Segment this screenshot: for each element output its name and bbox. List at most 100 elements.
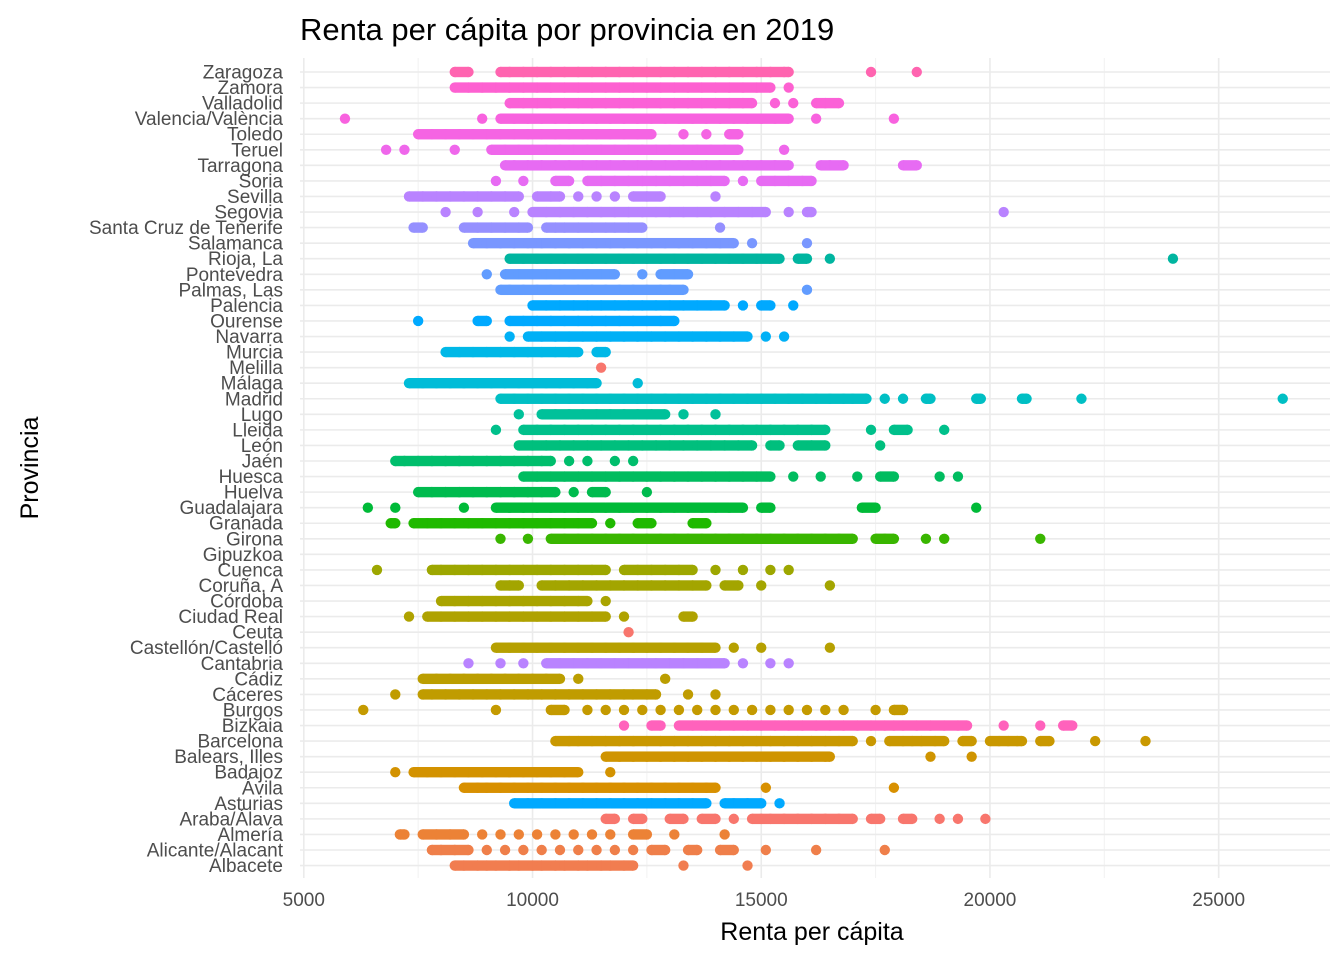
data-point [463,658,474,669]
data-point [586,518,598,529]
data-point [966,751,977,762]
y-tick-label: Toledo [227,125,283,146]
y-tick-label: Cantabria [201,654,284,675]
data-point [801,253,813,264]
data-point [746,237,758,249]
data-point [1016,735,1028,747]
data-point [765,300,776,311]
data-point [865,424,877,436]
data-point [600,611,611,622]
data-point [824,751,836,762]
data-point [641,829,653,840]
data-point [623,626,634,638]
y-tick-label: Soria [239,171,284,192]
y-tick-label: Barcelona [197,732,283,753]
data-point [582,595,593,607]
data-point [481,269,492,280]
y-tick-labels: AlbaceteAlicante/AlacantAlmeríaAraba/Ála… [89,63,284,878]
data-point [865,66,877,78]
y-tick-label: Valencia/València [135,109,284,130]
data-point [650,689,662,700]
data-point [870,704,881,716]
data-point [1067,720,1078,731]
data-point [971,502,982,513]
data-point [801,237,813,249]
data-point [847,735,858,747]
data-point [495,829,506,840]
data-point [669,829,680,840]
data-point [1140,735,1151,747]
y-tick-label: Albacete [209,856,283,877]
data-point [888,782,900,793]
data-point [586,829,598,840]
data-point [513,829,524,840]
data-point [390,767,401,778]
data-point [778,331,790,342]
data-point [673,704,685,716]
data-point [362,502,374,513]
data-point [810,844,822,856]
data-point [719,658,730,669]
data-point [952,471,964,482]
data-point [765,471,776,482]
data-point [788,97,799,109]
data-point [746,704,758,716]
data-point [399,144,410,155]
data-point [847,533,858,544]
data-point [710,409,721,420]
data-point [1021,393,1032,404]
data-point [861,393,872,404]
data-point [627,860,639,871]
y-tick-label: Teruel [231,140,283,161]
data-point [701,580,712,591]
data-point [897,704,909,716]
data-point [824,253,836,264]
data-point [600,704,611,716]
data-point [760,206,772,218]
y-tick-label: Lugo [241,405,283,426]
data-point [573,767,584,778]
data-point [609,813,621,825]
data-point [765,704,776,716]
data-point [701,129,712,140]
data-point [490,704,502,716]
data-point [710,564,721,576]
x-tick-labels: 5000 10000 15000 20000 25000 [283,890,1245,911]
data-point [806,175,817,187]
y-tick-label: Málaga [221,374,284,395]
y-tick-label: Almería [218,825,284,846]
x-tick-label: 5000 [283,890,325,911]
data-point [522,533,534,544]
y-tick-label: Cáceres [212,685,283,706]
data-point [888,471,900,482]
data-point [939,533,950,544]
data-point [531,829,543,840]
data-point [939,424,950,436]
data-point [710,642,721,653]
data-point [678,860,689,871]
data-point [550,829,561,840]
data-point [495,533,506,544]
y-tick-label: Ceuta [232,623,283,644]
data-point [756,642,767,653]
data-point [961,720,973,731]
data-point [472,206,483,218]
data-point [390,518,401,529]
data-point [609,269,621,280]
data-point [765,564,776,576]
data-point [783,704,794,716]
data-point [591,378,602,389]
data-point [833,97,845,109]
data-point [659,673,671,685]
data-point [728,237,739,249]
data-point [870,502,881,513]
data-point [783,66,794,78]
data-point [655,720,666,731]
y-tick-label: Santa Cruz de Tenerife [89,218,283,239]
data-point [655,704,666,716]
data-point [865,735,877,747]
data-point [806,206,817,218]
data-point [719,829,730,840]
data-point [412,315,424,327]
